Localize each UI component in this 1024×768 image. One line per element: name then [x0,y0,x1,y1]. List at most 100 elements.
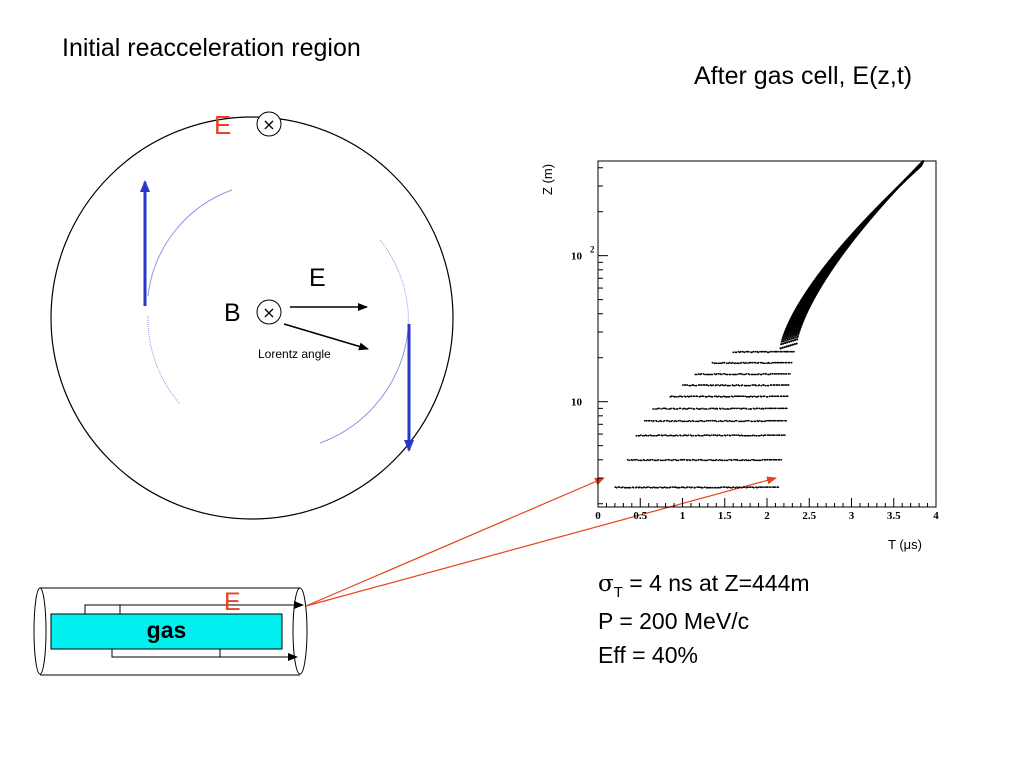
trajectory-arc-left [147,189,233,297]
data-point [666,434,669,437]
data-point [688,486,691,489]
data-point [702,395,705,398]
data-point [786,384,788,386]
data-point [708,486,710,489]
data-point [728,395,731,398]
cross-symbol-b: × [262,303,275,322]
data-point [725,395,728,398]
data-point [724,434,727,437]
data-point [785,419,788,422]
data-point [760,361,763,364]
data-point [711,407,713,410]
data-point [727,420,729,423]
trajectory-arc-right [319,329,409,444]
data-point [701,434,704,437]
data-point [786,341,789,344]
data-point [751,420,753,423]
data-point [704,373,706,376]
data-point [771,419,774,422]
data-point [775,458,778,461]
data-point [780,419,783,422]
data-point [712,407,715,410]
data-point [679,407,682,410]
data-point [764,384,767,387]
data-point [632,458,635,461]
data-point [755,384,758,387]
data-point [797,331,800,334]
cross-circle-icon-top [256,111,282,137]
data-point [783,350,786,353]
data-point [743,351,746,354]
data-point [768,395,771,398]
data-point [708,408,710,410]
data-point [717,395,720,398]
data-point [679,419,682,422]
data-point [701,395,704,398]
data-point [749,434,752,437]
data-point [727,408,730,410]
data-point [771,372,774,375]
data-point [728,458,730,461]
e-field-label-top: E [214,110,232,140]
data-point [715,372,718,375]
data-point [740,486,743,489]
data-point [778,384,781,386]
data-point [708,458,710,461]
data-point [787,336,790,339]
data-point [769,407,771,410]
data-point [777,486,780,489]
trajectory-arc-right-upper [379,239,409,331]
data-point [756,459,759,462]
data-point [774,486,777,489]
data-point [735,351,738,354]
data-point [688,407,691,410]
data-point [728,361,731,364]
data-point [655,408,658,410]
data-point [721,434,724,437]
data-point [782,334,785,337]
data-point [770,458,773,461]
data-point [776,384,779,386]
data-point [760,486,763,489]
data-point [730,407,733,410]
data-point [772,458,775,461]
data-point [669,408,672,410]
data-point [766,458,769,461]
data-point [731,434,734,437]
data-point [708,419,710,422]
data-point [762,350,764,353]
data-point [749,384,752,387]
data-point [733,458,735,461]
data-point [768,486,771,489]
e-field-label-center: E [309,264,326,292]
data-point [757,420,760,423]
data-point [660,408,663,410]
data-point [760,395,763,398]
data-point [773,384,776,386]
data-point [676,434,679,437]
data-point [647,434,650,437]
data-point [686,395,689,398]
data-point [684,384,687,386]
data-point [720,434,723,437]
data-point [783,384,785,386]
data-point [665,458,667,461]
data-point [796,335,799,338]
data-point [712,434,715,437]
data-point [663,434,666,437]
data-point [768,434,770,437]
data-point [694,486,696,489]
data-point [719,395,722,398]
data-point [772,419,775,422]
data-point [721,384,724,386]
data-point [774,419,777,422]
data-point [734,486,737,489]
data-point [795,334,798,337]
data-point [717,384,719,386]
data-point [781,384,784,386]
data-point [721,407,724,410]
data-point [683,458,686,461]
data-point [757,486,760,489]
data-point [782,434,785,437]
data-point [788,338,791,341]
